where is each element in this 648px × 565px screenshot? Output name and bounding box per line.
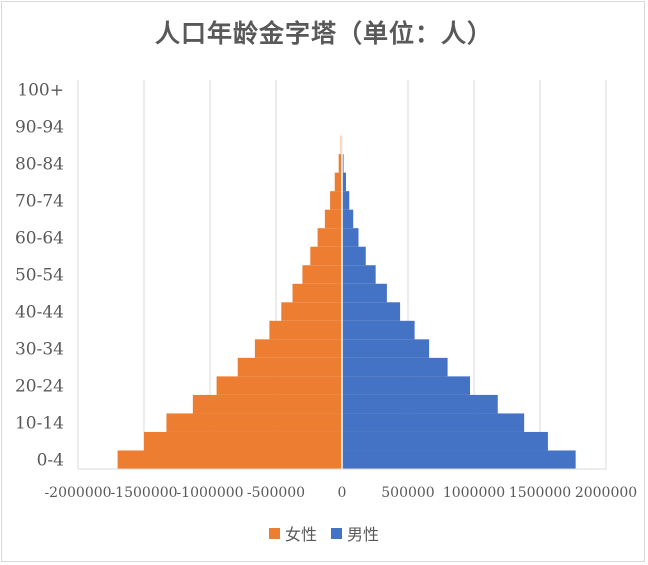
bar-male-60-64 [342,228,359,247]
chart-title: 人口年龄金字塔（单位：人） [154,19,493,48]
bar-female-45-49 [292,283,342,303]
bar-male-55-59 [342,246,366,266]
bar-female-5-9 [144,431,342,451]
bar-male-65-69 [342,209,354,229]
y-tick-label: 10-14 [15,414,64,434]
y-tick-label: 70-74 [15,191,64,211]
bar-male-25-29 [342,357,448,377]
bar-female-70-74 [330,191,342,210]
bar-female-75-79 [334,172,342,192]
bar-female-80-84 [338,154,342,173]
axis [78,80,606,470]
bar-female-30-34 [254,339,342,358]
x-tick-label: 500000 [381,485,434,501]
legend: 女性 男性 [0,521,648,545]
legend-item-male: 男性 [331,521,379,545]
bar-male-50-54 [342,265,376,284]
x-tick-label: 1500000 [509,485,571,501]
bar-female-0-4 [117,450,342,469]
x-tick-label: 2000000 [575,485,637,501]
legend-swatch-female [268,527,280,539]
bar-male-15-19 [342,394,498,414]
legend-item-female: 女性 [268,521,317,545]
bar-female-55-59 [310,246,342,266]
bar-male-35-39 [342,320,415,340]
x-tick-label: -2000000 [44,485,111,501]
bar-male-40-44 [342,302,401,321]
bar-male-20-24 [342,376,471,395]
legend-label-female: 女性 [284,525,317,544]
x-tick-labels: -2000000-1500000-1000000 -500000 0 500000 10… [44,485,637,501]
y-tick-label: 30-34 [15,340,64,360]
bar-female-20-24 [216,376,342,395]
bar-female-50-54 [302,265,342,284]
bar-male-75-79 [342,172,346,192]
bar-male-0-4 [342,450,576,469]
legend-label-male: 男性 [347,525,380,544]
bar-female-25-29 [237,357,342,377]
bar-female-15-19 [192,394,342,414]
bar-female-60-64 [317,228,342,247]
y-tick-label: 90-94 [15,117,64,137]
bar-female-65-69 [324,209,342,229]
y-tick-label: 100+ [17,80,64,100]
y-tick-label: 20-24 [15,377,64,397]
y-tick-label: 60-64 [15,228,64,248]
bar-female-35-39 [269,320,342,340]
bar-male-30-34 [342,339,430,358]
x-tick-label: -500000 [247,485,305,501]
bar-male-45-49 [342,283,387,303]
y-tick-label: 0-4 [37,451,64,471]
bar-male-80-84 [342,154,344,173]
y-tick-label: 50-54 [15,266,64,286]
x-tick-label: -1000000 [176,485,243,501]
y-tick-label: 40-44 [15,303,64,323]
x-tick-label: -1500000 [110,485,177,501]
bar-female-40-44 [281,302,342,321]
bars [117,80,576,469]
bar-male-10-14 [342,413,525,432]
bar-male-5-9 [342,431,548,451]
y-tick-labels: 100+ 90-94 80-84 70-74 60-64 50-54 40-44 30-34 2… [15,80,64,470]
x-tick-label: 1000000 [443,485,505,501]
legend-swatch-male [331,527,342,539]
bar-female-10-14 [166,413,342,432]
bar-male-70-74 [342,191,350,210]
y-tick-label: 80-84 [15,154,64,174]
x-tick-label: 0 [338,485,347,501]
